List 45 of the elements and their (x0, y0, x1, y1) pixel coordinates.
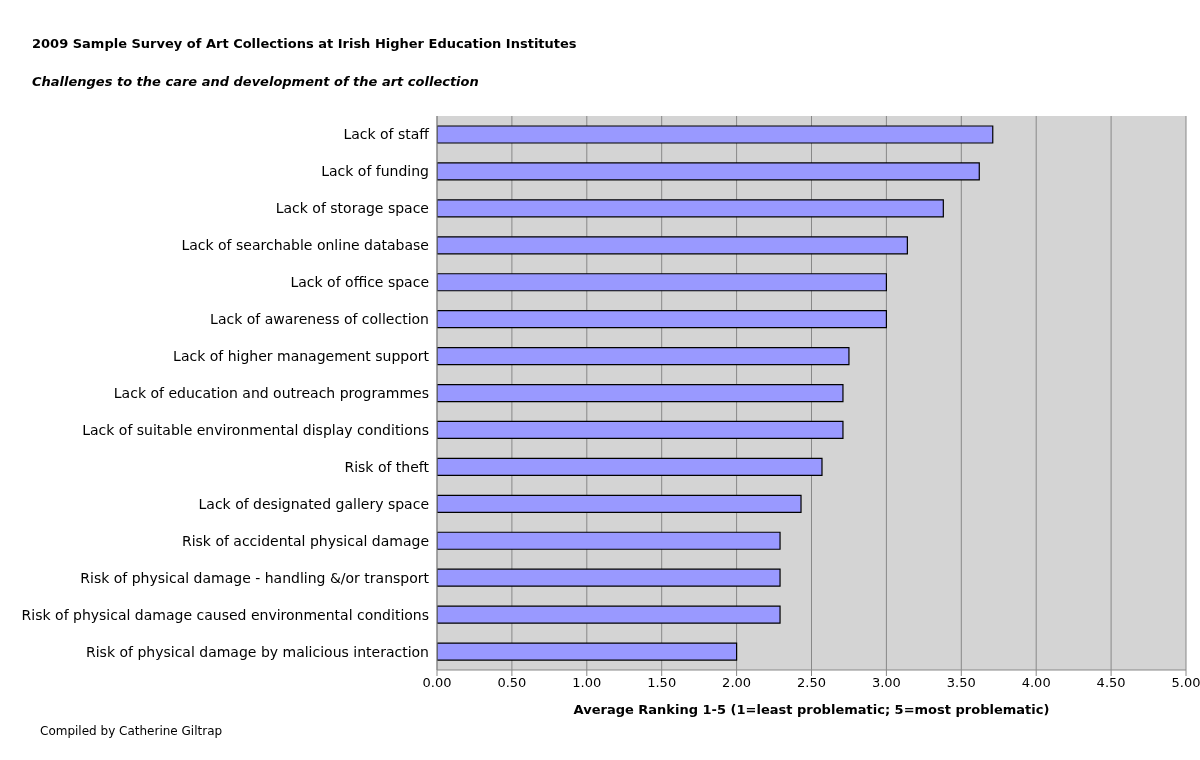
x-tick-label: 3.50 (946, 675, 976, 691)
bar (437, 199, 944, 218)
bar (437, 605, 781, 624)
y-tick-label: Lack of designated gallery space (198, 495, 429, 512)
y-tick-label: Lack of education and outreach programmes (113, 384, 429, 401)
y-tick-label: Risk of accidental physical damage (181, 532, 429, 549)
bar (437, 347, 850, 366)
y-tick-label: Lack of awareness of collection (210, 311, 429, 328)
x-tick-label: 2.00 (722, 675, 752, 691)
y-tick-label: Lack of higher management support (173, 348, 430, 365)
x-tick-label: 3.00 (871, 675, 901, 691)
bar (437, 383, 844, 403)
text: Compiled by Catherine Giltrap (40, 724, 223, 738)
y-tick-label: Lack of storage space (275, 200, 429, 217)
x-tick-label: 2.50 (797, 675, 826, 691)
bar (437, 642, 738, 661)
x-tick-label: 1.50 (647, 675, 677, 691)
y-tick-label: Risk of physical damage - handling &/or transport (80, 569, 430, 586)
x-tick-label: 5.00 (1171, 675, 1200, 691)
bar (437, 531, 781, 550)
y-tick-label: Lack of suitable environmental display conditions (82, 421, 429, 438)
y-tick-label: Risk of theft (344, 458, 430, 475)
y-tick-label: Lack of office space (290, 274, 429, 291)
x-axis-title: Average Ranking 1-5 (1=least problematic; 5=most problematic) (573, 702, 1050, 717)
y-tick-label: Lack of staff (343, 126, 430, 143)
bar (437, 568, 781, 587)
x-tick-label: 0.50 (497, 675, 527, 691)
text: Challenges to the care and development of the art collection (32, 74, 479, 89)
bar (437, 494, 802, 513)
x-tick-label: 0.00 (422, 675, 452, 691)
text: 2009 Sample Survey of Art Collections at Irish Higher Education Institutes (32, 36, 577, 51)
x-tick-label: 4.50 (1096, 675, 1126, 691)
bar (437, 162, 980, 181)
x-tick-label: 1.00 (572, 675, 602, 691)
y-tick-label: Lack of funding (321, 163, 429, 180)
y-tick-label: Lack of searchable online database (181, 237, 429, 254)
bar (437, 420, 844, 440)
bar (437, 125, 994, 144)
bar (437, 310, 887, 329)
y-tick-label: Risk of physical damage caused environmental conditions (21, 606, 429, 623)
x-tick-label: 4.00 (1021, 675, 1051, 691)
bar (437, 457, 823, 476)
bar (437, 236, 908, 255)
y-tick-label: Risk of physical damage by malicious interaction (86, 643, 429, 660)
bar (437, 273, 887, 292)
